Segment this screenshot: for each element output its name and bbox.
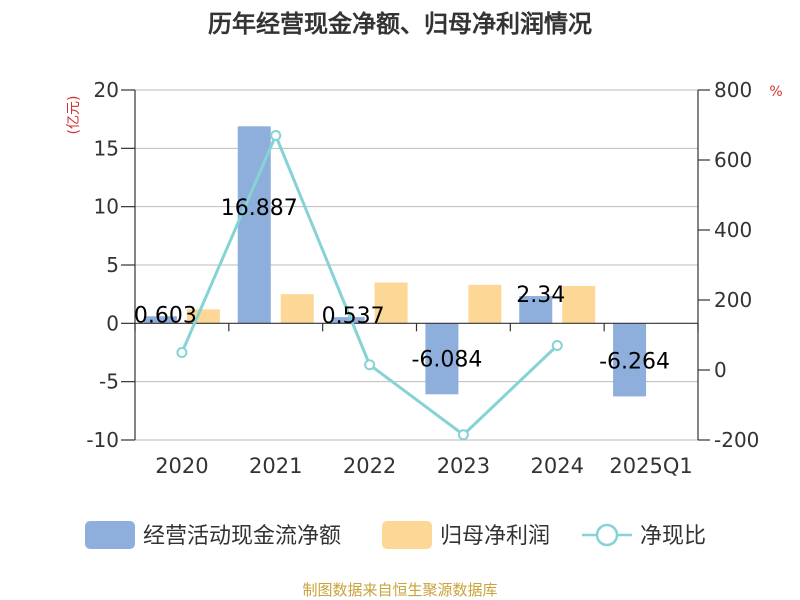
legend-label-ratio: 净现比: [640, 524, 706, 549]
bar-net-profit: [280, 294, 314, 324]
left-axis-tick-label: 0: [106, 311, 119, 335]
bar-data-label: 0.603: [134, 303, 197, 328]
bar-cashflow: [613, 323, 647, 397]
right-axis: -200 0 200 400 600 800: [697, 78, 759, 452]
right-axis-tick-label: -200: [714, 428, 759, 452]
ratio-point: [551, 340, 563, 351]
bar-data-label: 16.887: [221, 196, 298, 221]
bar-cashflow: [519, 296, 553, 324]
right-axis-tick-label: 200: [714, 288, 752, 312]
legend-item-ratio[interactable]: 净现比: [582, 523, 706, 549]
legend-item-net-profit[interactable]: 归母净利润: [382, 521, 550, 549]
legend: 经营活动现金流净额 归母净利润 净现比: [85, 521, 706, 549]
x-axis-category-label: 2025Q1: [609, 454, 692, 478]
source-note: 制图数据来自恒生聚源数据库: [302, 581, 497, 599]
left-axis-tick-label: 20: [94, 78, 119, 102]
bar-net-profit: [468, 284, 502, 324]
right-axis-tick-label: 800: [714, 78, 752, 102]
x-axis-labels: 2020 2021 2022 2023 2024 2025Q1: [155, 454, 693, 478]
bar-cashflow: [331, 317, 365, 324]
zero-axis: [134, 322, 699, 332]
right-axis-tick-label: 400: [714, 218, 752, 242]
bar-data-label: -6.084: [411, 347, 482, 372]
chart-title: 历年经营现金净额、归母净利润情况: [208, 10, 592, 38]
bar-data-label: 2.34: [516, 283, 565, 308]
bar-net-profit: [562, 286, 596, 324]
x-axis-category-label: 2024: [531, 454, 584, 478]
left-axis-unit-label: (亿元): [66, 96, 82, 135]
legend-label-cashflow: 经营活动现金流净额: [143, 524, 341, 549]
x-axis-category-label: 2023: [437, 454, 490, 478]
ratio-point: [270, 130, 282, 141]
right-axis-unit-label: %: [769, 84, 782, 100]
left-axis-tick-label: -10: [86, 428, 119, 452]
gridlines: [135, 89, 698, 441]
legend-label-net-profit: 归母净利润: [440, 524, 550, 549]
ratio-point: [364, 359, 376, 371]
legend-swatch-cashflow: [85, 521, 135, 549]
ratio-point: [176, 347, 188, 358]
right-axis-tick-label: 0: [714, 358, 727, 382]
bar-cashflow: [425, 323, 459, 395]
x-axis-category-label: 2020: [155, 454, 208, 478]
left-axis-tick-label: 15: [94, 136, 119, 160]
bar-cashflow: [143, 316, 177, 324]
left-axis: -10 -5 0 5 10 15 20: [86, 78, 136, 452]
ratio-point: [457, 429, 469, 441]
left-axis-tick-label: 5: [106, 253, 119, 277]
legend-swatch-net-profit: [382, 521, 432, 549]
bar-data-label: -6.264: [599, 349, 670, 374]
right-axis-tick-label: 600: [714, 148, 752, 172]
bars: [143, 126, 690, 397]
legend-item-cashflow[interactable]: 经营活动现金流净额: [85, 521, 341, 549]
legend-swatch-ratio-marker: [595, 523, 619, 547]
bar-data-label: 0.537: [322, 304, 385, 329]
left-axis-tick-label: -5: [99, 370, 119, 394]
bar-net-profit: [374, 282, 408, 324]
ratio-line-series: [176, 130, 563, 441]
x-axis-category-label: 2021: [249, 454, 302, 478]
x-axis-category-label: 2022: [343, 454, 396, 478]
left-axis-tick-label: 10: [94, 195, 119, 219]
bar-data-labels: 0.603 16.887 0.537 -6.084 2.34 -6.264: [134, 196, 670, 374]
